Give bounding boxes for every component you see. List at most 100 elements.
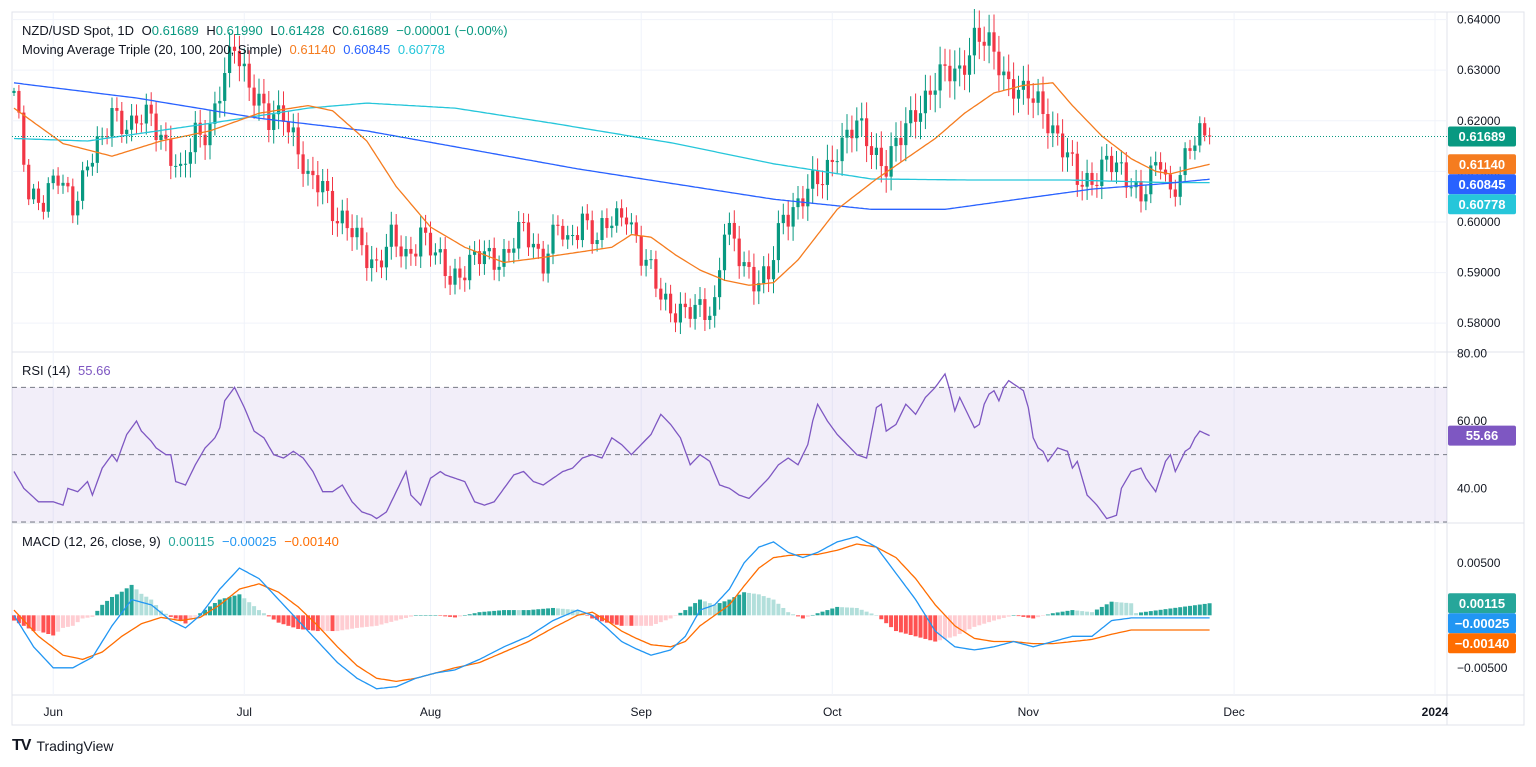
histogram-bar [560,608,565,616]
histogram-bar [889,615,894,628]
candle-body [71,186,75,216]
candle-body [776,223,780,261]
histogram-bar [884,615,889,624]
histogram-bar [222,598,227,616]
candle-body [536,243,540,249]
candle-body [183,163,188,165]
histogram-bar [609,615,614,624]
candle-body [767,266,771,280]
candle-body [223,73,227,101]
histogram-bar [992,615,996,621]
histogram-bar [913,615,918,637]
candle-body [419,227,423,257]
histogram-bar [624,615,629,626]
histogram-bar [1188,605,1192,616]
candle-body [257,93,261,106]
candle-body [585,213,589,221]
candle-body [590,220,594,245]
candle-body [41,202,45,212]
histogram-bar [31,615,36,632]
candle-body [918,113,923,122]
candle-body [605,218,609,229]
candle-body [624,217,629,225]
price-tag-bg [1448,174,1516,195]
candle-body [982,41,986,46]
tradingview-logo-icon: TV [12,737,31,754]
histogram-bar [928,615,933,641]
candle-body [203,134,207,146]
histogram-bar [413,615,418,616]
candle-body [399,246,403,257]
histogram-bar [1045,614,1050,616]
candle-body [1100,159,1104,187]
histogram-bar [408,615,413,617]
histogram-bar [1026,615,1031,618]
histogram-bar [879,615,884,620]
candle-body [561,225,565,240]
candle-body [1075,153,1079,185]
histogram-bar [1001,615,1006,618]
histogram-bar [56,615,61,632]
candle-body [634,222,638,236]
candle-body [252,87,256,106]
histogram-bar [477,612,482,616]
candle-body [531,243,535,248]
candle-body [365,245,369,269]
histogram-bar [306,615,310,631]
histogram-bar [1163,609,1168,616]
candle-body [247,63,251,88]
histogram-bar [751,593,756,616]
candle-body [1051,125,1055,134]
legend-rsi: RSI (14) 55.66 [22,363,115,378]
candle-body [1124,162,1128,188]
histogram-bar [962,615,967,632]
tradingview-brand[interactable]: TV TradingView [12,737,114,755]
histogram-bar [982,615,987,624]
histogram-bar [1050,613,1055,616]
candle-body [757,283,761,292]
price-tag-label: 0.61689 [1459,129,1506,144]
candle-body [639,235,643,266]
candle-body [1046,114,1050,134]
price-tag-label: 0.61140 [1459,157,1505,172]
rsi-line [13,372,1210,520]
histogram-bar [629,615,634,626]
histogram-bar [423,615,428,616]
histogram-bar [786,612,791,616]
candle-body [159,134,163,141]
legend-ma: Moving Average Triple (20, 100, 200, Sim… [22,42,449,57]
candle-body [997,51,1001,76]
histogram-bar [90,615,95,617]
histogram-bar [310,615,315,631]
histogram-bar [85,615,90,618]
candle-body [267,103,271,130]
histogram-bar [119,591,124,616]
candle-body [517,221,521,249]
candle-body [350,228,354,238]
histogram-bar [1124,602,1129,616]
time-label-oct: Oct [823,705,842,719]
histogram-bar [668,615,673,619]
candle-body [414,253,418,257]
histogram-bar [114,594,119,616]
macd-signal-line [13,543,1210,683]
chart-frame [11,11,1525,726]
histogram-bar [291,615,296,628]
histogram-bar [1021,615,1026,617]
histogram-bar [526,610,531,616]
candle-body [1193,145,1197,151]
histogram-bar [163,613,168,616]
candle-body [32,188,36,200]
candle-body [752,266,756,292]
macd-tag-bg [1448,593,1516,614]
candle-body [526,222,531,248]
histogram-bar [658,615,663,623]
candle-body [1134,181,1138,188]
histogram-bar [854,607,859,616]
candle-body [1070,152,1074,154]
candle-body [110,107,114,137]
candle-body [1026,80,1030,99]
candle-body [448,276,452,285]
histogram-bar [1114,602,1119,616]
histogram-bar [810,614,815,616]
